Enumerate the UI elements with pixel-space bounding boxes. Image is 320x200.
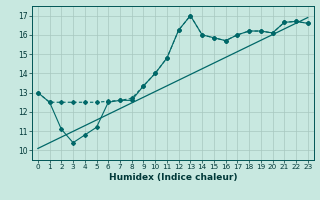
X-axis label: Humidex (Indice chaleur): Humidex (Indice chaleur) [108,173,237,182]
